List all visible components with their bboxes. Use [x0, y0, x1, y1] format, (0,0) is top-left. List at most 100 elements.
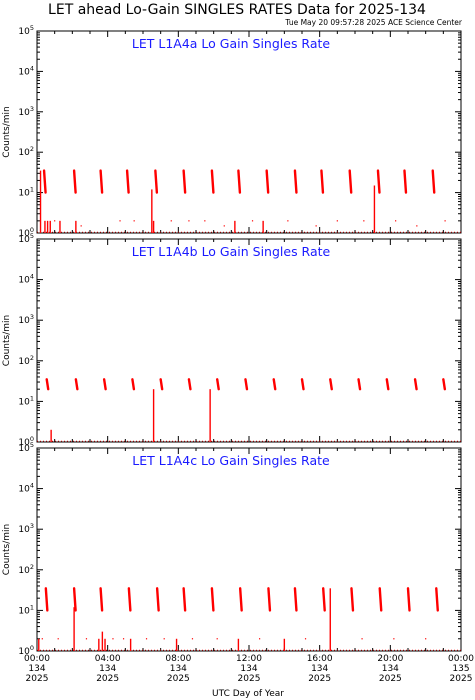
- y-tick-label: 102: [18, 354, 34, 367]
- burst-mark: [238, 587, 243, 612]
- burst-mark: [131, 378, 136, 391]
- data-point: [444, 220, 446, 222]
- burst-mark: [435, 587, 439, 612]
- burst-mark: [215, 378, 220, 391]
- x-tick-doy: 134: [28, 664, 45, 674]
- data-point: [204, 220, 206, 222]
- data-point: [191, 638, 194, 640]
- y-tick-label: 105: [18, 24, 34, 37]
- x-tick-time: 04:00: [95, 654, 121, 664]
- burst-mark: [44, 587, 49, 612]
- y-tick-label: 104: [18, 64, 34, 77]
- timestamp: Tue May 20 09:57:28 2025 ACE Science Cen…: [284, 18, 463, 27]
- y-axis-label: Counts/min: [2, 524, 12, 575]
- burst-mark: [155, 587, 160, 612]
- panel-frame: [36, 238, 462, 443]
- y-tick-label: 101: [18, 186, 34, 199]
- burst-mark: [376, 169, 381, 194]
- burst-mark: [154, 169, 159, 194]
- x-tick-year: 2025: [26, 674, 49, 684]
- burst-mark: [127, 587, 132, 612]
- x-axis-tick-labels: 00:00134202504:00134202508:00134202512:0…: [24, 654, 474, 684]
- burst-mark: [102, 378, 107, 391]
- data-point: [315, 225, 317, 227]
- data-point: [425, 638, 427, 640]
- burst-mark: [74, 378, 79, 391]
- data-point: [188, 220, 190, 222]
- data-point: [57, 638, 59, 640]
- y-axis-label: Counts/min: [2, 106, 12, 157]
- x-tick-doy: 134: [382, 664, 399, 674]
- y-axis-label: Counts/min: [2, 315, 12, 366]
- burst-mark: [378, 587, 383, 612]
- burst-mark: [350, 587, 355, 612]
- x-tick-year: 2025: [167, 674, 190, 684]
- data-point: [287, 220, 289, 222]
- x-tick-year: 2025: [379, 674, 402, 684]
- data-point: [416, 225, 418, 227]
- data-point: [363, 220, 365, 222]
- y-tick-label: 101: [18, 603, 34, 616]
- burst-mark: [244, 378, 249, 391]
- data-point: [54, 220, 56, 222]
- x-tick-time: 00:00: [24, 654, 50, 664]
- data-point: [304, 638, 307, 640]
- page-title: LET ahead Lo-Gain SINGLES RATES Data for…: [48, 2, 426, 18]
- burst-mark: [293, 169, 298, 194]
- panel-title: LET L1A4a Lo Gain Singles Rate: [132, 36, 330, 51]
- burst-mark: [45, 378, 50, 391]
- data-point: [145, 638, 148, 640]
- x-tick-year: 2025: [96, 674, 119, 684]
- burst-mark: [159, 378, 164, 391]
- burst-mark: [320, 169, 325, 194]
- burst-mark: [413, 378, 418, 391]
- burst-mark: [182, 587, 187, 612]
- x-tick-doy: 134: [311, 664, 328, 674]
- data-point: [112, 638, 114, 640]
- burst-mark: [210, 169, 215, 194]
- burst-mark: [125, 169, 130, 194]
- x-tick-year: 2025: [238, 674, 261, 684]
- burst-mark: [357, 378, 362, 391]
- x-tick-time: 16:00: [307, 654, 333, 664]
- burst-mark: [99, 587, 104, 612]
- burst-mark: [385, 378, 390, 391]
- y-tick-label: 101: [18, 394, 34, 407]
- data-point: [223, 225, 225, 227]
- burst-mark: [72, 587, 77, 612]
- burst-mark: [431, 169, 436, 194]
- burst-mark: [403, 169, 408, 194]
- burst-mark: [237, 169, 242, 194]
- burst-mark: [42, 169, 47, 194]
- x-axis-label: UTC Day of Year: [212, 689, 284, 699]
- x-tick-time: 00:00: [448, 654, 474, 664]
- panel-frame: [36, 30, 462, 234]
- burst-mark: [182, 169, 187, 194]
- data-point: [336, 220, 338, 222]
- panel-title: LET L1A4b Lo Gain Singles Rate: [132, 244, 331, 259]
- data-point: [361, 638, 363, 640]
- burst-mark: [348, 169, 353, 194]
- x-tick-doy: 135: [452, 664, 469, 674]
- y-tick-label: 103: [18, 313, 34, 326]
- data-point: [163, 638, 165, 640]
- x-tick-year: 2025: [450, 674, 473, 684]
- data-point: [251, 220, 254, 222]
- burst-mark: [267, 587, 272, 612]
- burst-mark: [72, 169, 77, 194]
- burst-mark: [187, 378, 192, 391]
- burst-mark: [406, 587, 411, 612]
- data-point: [393, 638, 395, 640]
- burst-mark: [442, 378, 447, 391]
- y-tick-label: 104: [18, 273, 34, 286]
